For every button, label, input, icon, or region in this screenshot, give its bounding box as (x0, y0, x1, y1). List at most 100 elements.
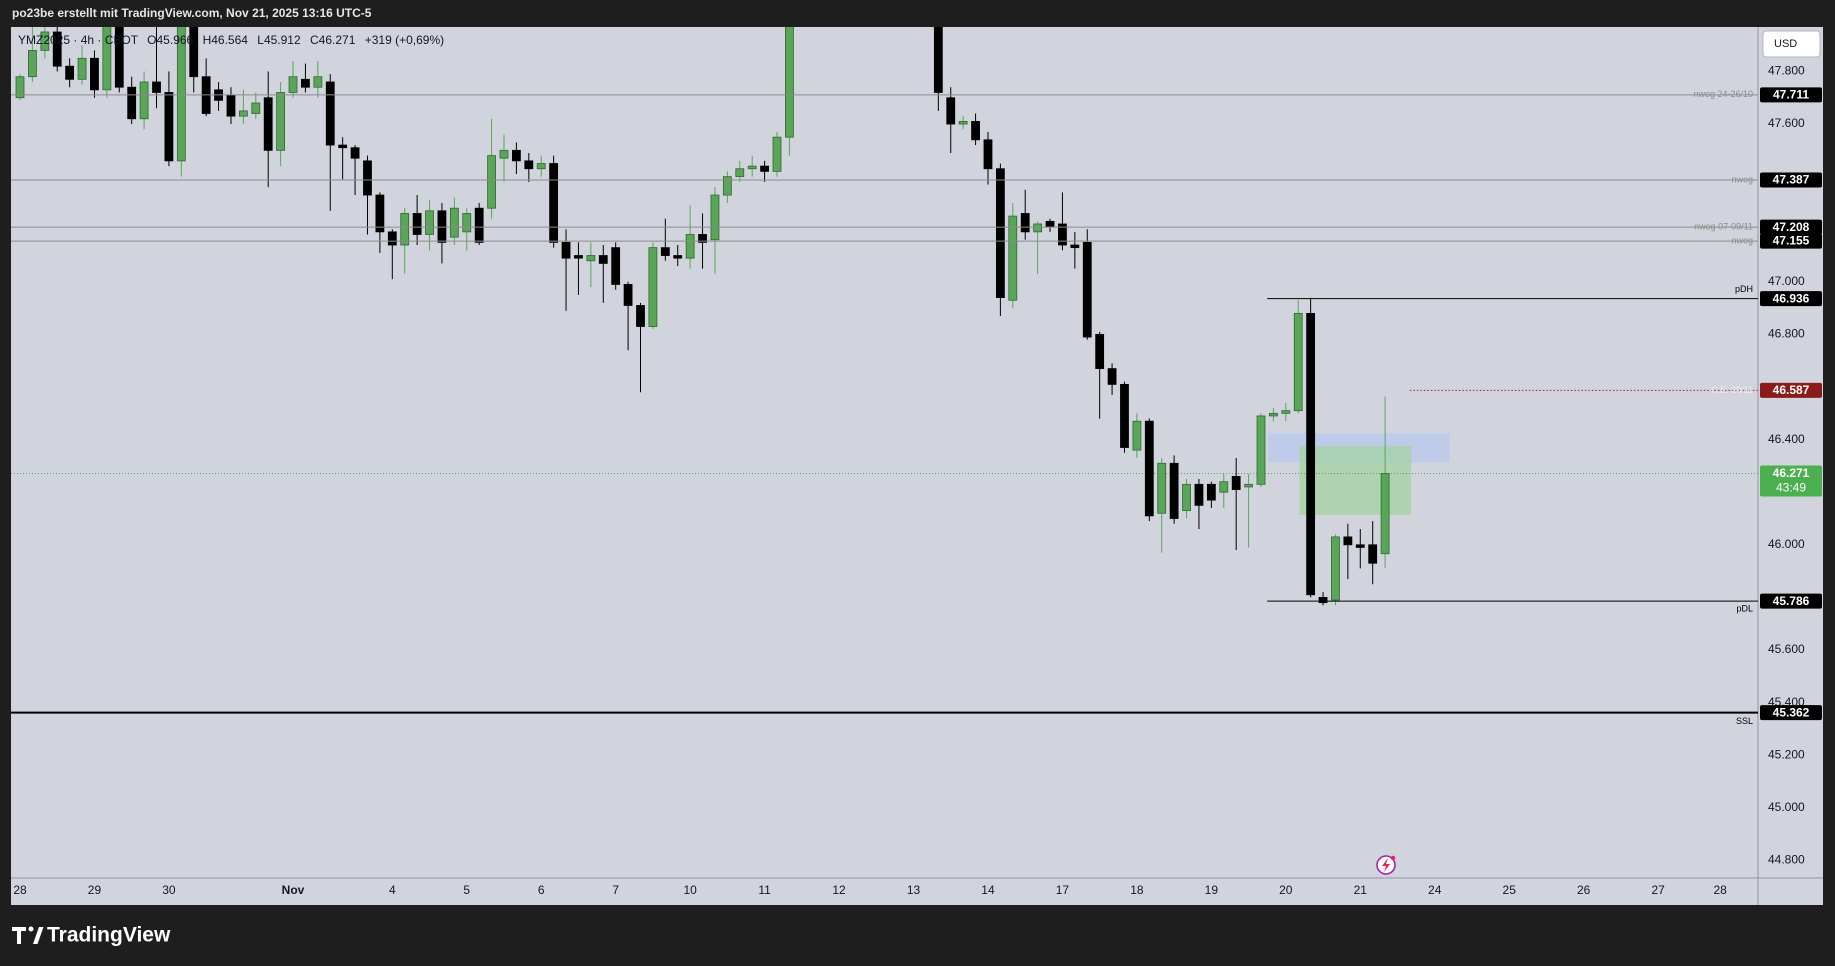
level-price-box (1760, 593, 1822, 609)
candle-body (561, 241, 571, 259)
x-tick-label: 27 (1651, 883, 1665, 897)
candle-body (785, 27, 794, 138)
candle-body (313, 76, 323, 88)
x-tick-label: 13 (907, 883, 921, 897)
currency-button[interactable] (1762, 30, 1821, 58)
level-price-box (1760, 87, 1822, 103)
current-price: 46.271 (1773, 466, 1810, 480)
legend: YMZ2025 · 4h · CBOT O45.966 H46.564 L45.… (18, 33, 444, 47)
candle-body (1380, 473, 1390, 555)
candle-body (623, 284, 633, 306)
candle-body (263, 97, 273, 151)
candle-body (387, 231, 397, 246)
candle-body (710, 194, 720, 241)
level-price-box (1760, 172, 1822, 188)
candle-body (1070, 244, 1080, 249)
candle-body (437, 210, 447, 243)
candle-body (1182, 483, 1191, 512)
legend-high: H46.564 (203, 33, 249, 47)
candle-body (487, 155, 496, 209)
candle-body (462, 213, 472, 233)
candle-body (946, 97, 956, 125)
candle-body (176, 27, 186, 162)
candle-body (524, 160, 534, 170)
legend-open: O45.966 (147, 33, 193, 47)
x-tick-label: 4 (389, 883, 396, 897)
candle-body (1082, 241, 1092, 338)
level-price-box (1760, 291, 1822, 307)
candle-body (1331, 536, 1340, 601)
candle-body (995, 168, 1005, 299)
legend-symbol: YMZ2025 · 4h · CBOT (18, 33, 139, 47)
candle-body (77, 57, 87, 80)
y-tick-label: 46.000 (1768, 537, 1805, 551)
level-price-box (1760, 233, 1822, 249)
candle-body (350, 147, 360, 159)
level-price: 47.155 (1773, 234, 1810, 248)
x-tick-label: 7 (612, 883, 619, 897)
candle-body (238, 110, 248, 117)
x-tick-label: 14 (981, 883, 995, 897)
candle-body (1132, 420, 1142, 451)
chart-area (11, 27, 1823, 905)
y-tick-label: 46.400 (1768, 432, 1805, 446)
level-label: nwog 07-09/11 (1694, 222, 1753, 232)
x-tick-label: 18 (1130, 883, 1144, 897)
candle-body (598, 255, 608, 264)
logo-v (33, 927, 44, 944)
candle-body (1058, 223, 1067, 246)
candle-body (673, 255, 683, 259)
alert-bolt[interactable] (1382, 858, 1390, 872)
candle-body (698, 234, 707, 243)
legend-low: L45.912 (257, 33, 301, 47)
candle-body (102, 27, 112, 91)
x-tick-label: 29 (88, 883, 102, 897)
currency-label[interactable]: USD (1774, 38, 1797, 50)
countdown: 43:49 (1776, 481, 1806, 495)
candle-body (611, 247, 621, 285)
y-tick-label: 47.600 (1768, 116, 1805, 130)
level-price: 47.208 (1773, 220, 1810, 234)
candle-body (1020, 213, 1030, 233)
logo-t (12, 927, 26, 944)
candle-body (660, 247, 670, 256)
candle-body (152, 81, 161, 93)
alert-icon[interactable] (1376, 855, 1396, 875)
candle-body (1157, 462, 1167, 514)
candle-body (1355, 544, 1365, 548)
level-price-box (1760, 705, 1822, 721)
level-price: 46.587 (1773, 383, 1810, 397)
level-price-box (1760, 382, 1822, 398)
candle-body (722, 176, 732, 196)
candle-body (425, 210, 434, 235)
candle-body (760, 165, 769, 172)
brand-logo (12, 926, 44, 944)
candle-body (276, 92, 286, 151)
candle-body (772, 136, 782, 172)
candle-body (735, 168, 745, 178)
candle-body (1107, 368, 1117, 385)
candle-body (164, 92, 174, 162)
y-tick-label: 45.000 (1768, 800, 1805, 814)
candle-body (1120, 383, 1129, 448)
candle-body (586, 255, 596, 262)
candle-body (375, 194, 385, 233)
alert-dot[interactable] (1390, 855, 1396, 861)
level-price: 45.786 (1773, 594, 1810, 608)
brand-name: TradingView (47, 924, 171, 947)
y-tick-label: 47.000 (1768, 274, 1805, 288)
candle-body (400, 213, 410, 246)
candle-body (512, 149, 521, 162)
candle-body (1206, 483, 1216, 501)
candle-body (226, 94, 236, 117)
x-tick-label: 11 (758, 883, 771, 897)
current-price-box (1760, 465, 1822, 497)
candle-body (28, 50, 37, 78)
plot (11, 27, 1758, 606)
level-label: nwog (1731, 235, 1753, 245)
x-tick-label: 19 (1205, 883, 1219, 897)
candle-body (1144, 420, 1154, 517)
y-tick-label: 44.800 (1768, 853, 1805, 867)
